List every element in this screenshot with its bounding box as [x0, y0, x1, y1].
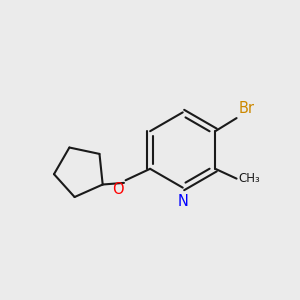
Text: O: O: [112, 182, 124, 197]
Text: Br: Br: [238, 101, 254, 116]
Text: N: N: [177, 194, 188, 209]
Text: CH₃: CH₃: [238, 172, 260, 185]
